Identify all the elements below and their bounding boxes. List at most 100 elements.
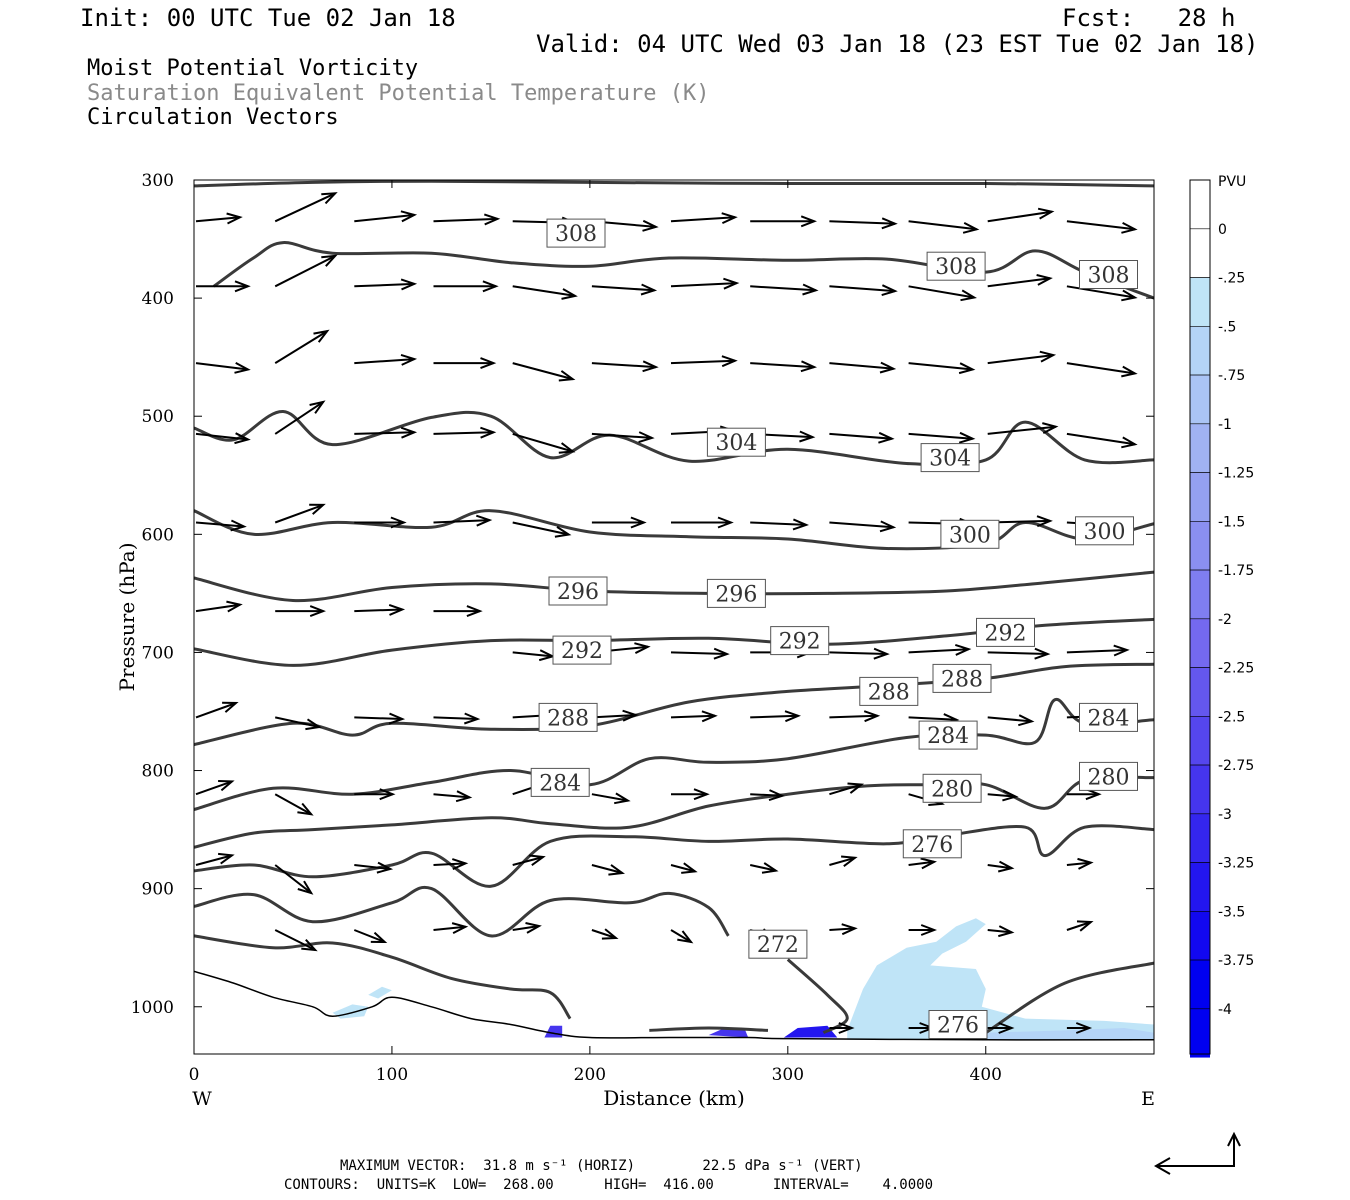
vector-arrowhead <box>309 400 326 414</box>
vector-arrowhead <box>960 289 977 302</box>
contour-label-text: 284 <box>1088 706 1130 731</box>
vector-arrowhead <box>1121 222 1138 234</box>
field-title-vectors: Circulation Vectors <box>87 105 339 130</box>
vector-arrowhead <box>309 605 326 618</box>
colorbar-swatch <box>1190 326 1210 376</box>
max-vector-note: MAXIMUM VECTOR: 31.8 m s⁻¹ (HORIZ) 22.5 … <box>340 1158 863 1174</box>
x-tick-label: 300 <box>772 1065 804 1085</box>
vector-shaft <box>987 277 1051 288</box>
vector-shaft <box>274 716 320 728</box>
contour-label-text: 284 <box>927 724 969 749</box>
vector-arrowhead <box>234 280 251 293</box>
contour-label-box <box>748 929 808 959</box>
vector-arrowhead <box>954 643 972 656</box>
contour-label: 300 <box>940 519 1000 549</box>
reference-vector <box>1153 1131 1241 1175</box>
vector-arrowhead <box>1121 289 1138 302</box>
contour-label-box <box>940 519 1000 549</box>
vector-arrowhead <box>234 362 251 374</box>
contour-label-box <box>918 720 978 750</box>
vector-shaft <box>274 330 328 364</box>
vector-arrowhead <box>713 647 730 660</box>
vector-arrowhead <box>761 862 779 874</box>
circulation-vector <box>354 516 407 529</box>
circulation-vector <box>274 929 318 952</box>
vector-arrowhead <box>222 701 239 713</box>
circulation-vector <box>433 790 473 803</box>
vector-arrowhead <box>958 362 976 375</box>
contour-label-text: 308 <box>935 255 977 280</box>
vector-shaft <box>829 856 856 866</box>
circulation-vector <box>195 852 235 866</box>
vector-shaft <box>354 431 415 435</box>
vector-arrowhead <box>388 712 406 725</box>
vector-shaft <box>195 216 241 223</box>
colorbar-label: -2.25 <box>1218 661 1254 677</box>
vector-arrowhead <box>1037 207 1055 220</box>
contour-label-text: 292 <box>779 630 821 655</box>
colorbar-swatch <box>1190 911 1210 961</box>
circulation-vector <box>750 360 818 373</box>
theta-es-contour-276 <box>985 961 1154 1034</box>
vector-shaft <box>195 603 241 613</box>
contour-label-box <box>1075 516 1134 546</box>
vector-arrowhead <box>226 600 243 613</box>
vector-shaft <box>987 929 1012 934</box>
vector-arrowhead <box>881 284 898 297</box>
colorbar-swatch <box>1190 228 1210 278</box>
vector-arrowhead <box>1039 350 1057 363</box>
vector-arrowhead <box>879 361 897 374</box>
vector-arrowhead <box>640 283 658 296</box>
circulation-vector <box>433 712 481 725</box>
vector-arrowhead <box>838 1022 855 1034</box>
y-tick-label: 800 <box>142 762 174 782</box>
colorbar-label: -1.75 <box>1218 563 1254 579</box>
circulation-vector <box>1066 432 1138 449</box>
vector-arrowhead <box>483 213 501 226</box>
vector-arrowhead <box>634 642 651 654</box>
vector-arrowhead <box>466 605 483 618</box>
circulation-vector <box>671 788 710 801</box>
x-tick-label: 100 <box>376 1065 408 1085</box>
colorbar-swatch <box>1190 765 1210 814</box>
contour-label: 292 <box>976 617 1035 647</box>
vector-shaft <box>433 925 466 931</box>
vector-shaft <box>987 354 1054 365</box>
colorbar-swatch <box>1190 667 1210 717</box>
pv-shaded-region <box>368 986 392 999</box>
y-tick-label: 300 <box>142 171 174 191</box>
theta-es-contour-272 <box>786 958 849 1035</box>
vector-shaft <box>829 432 892 440</box>
contour-label: 276 <box>928 1010 988 1039</box>
vector-arrowhead <box>554 526 572 538</box>
vector-shaft <box>670 714 716 719</box>
x-axis-label: Distance (km) <box>603 1086 745 1110</box>
vector-shaft <box>353 929 386 943</box>
contour-label: 276 <box>902 829 962 859</box>
vector-shaft <box>829 220 896 225</box>
vector-arrowhead <box>717 516 734 529</box>
circulation-vector <box>987 422 1059 435</box>
vector-shaft <box>1066 362 1136 375</box>
vector-arrowhead <box>1036 515 1053 528</box>
vector-arrowhead <box>234 432 251 445</box>
contour-label-box <box>932 663 992 693</box>
vector-shaft <box>908 432 973 440</box>
vector-arrowhead <box>1113 644 1130 657</box>
contour-label: 308 <box>926 251 986 281</box>
vector-arrowhead <box>1077 857 1094 870</box>
vector-shaft <box>274 401 324 435</box>
circulation-vector <box>354 210 418 223</box>
theta-es-contour-296 <box>194 570 1154 603</box>
contour-label: 280 <box>922 773 982 803</box>
circulation-vector <box>591 360 659 373</box>
vector-shaft <box>195 854 233 866</box>
circulation-vector <box>512 285 578 300</box>
vector-shaft <box>829 927 856 931</box>
vector-shaft <box>829 783 862 796</box>
contour-label: 284 <box>918 720 978 750</box>
contour-label-text: 288 <box>941 667 983 692</box>
vector-arrowhead <box>558 370 576 382</box>
circulation-vector <box>433 605 483 618</box>
pv-shaded-region <box>985 1028 1154 1040</box>
